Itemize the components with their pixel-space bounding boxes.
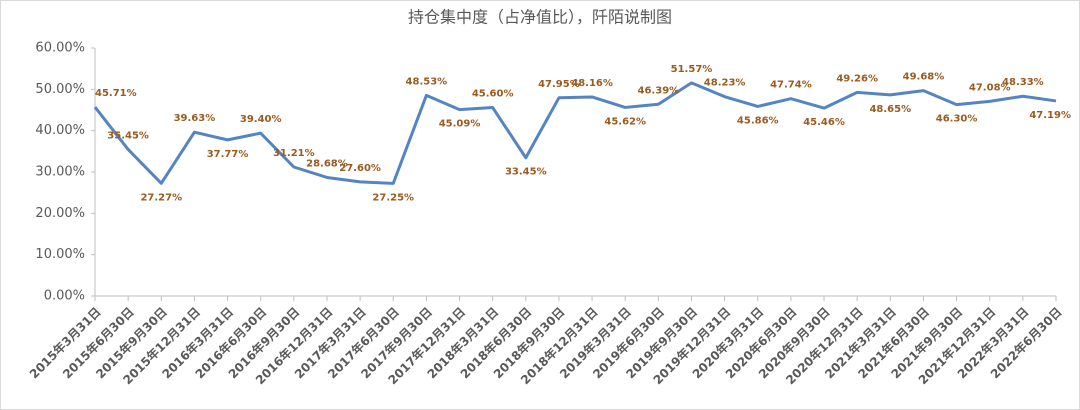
data-label: 39.40% [240,114,282,125]
data-label: 51.57% [671,64,713,75]
data-label: 45.71% [95,88,137,99]
data-label: 46.39% [638,85,680,96]
data-label: 48.23% [704,78,746,89]
data-label: 47.95% [538,79,580,90]
y-tick-label: 50.00% [35,82,85,97]
data-label: 27.25% [372,192,414,203]
data-label: 47.74% [770,80,812,91]
data-label: 45.60% [472,89,514,100]
data-label: 46.30% [936,114,978,125]
chart-title: 持仓集中度（占净值比），阡陌说制图 [408,8,672,27]
data-label: 48.53% [406,76,448,87]
data-label: 37.77% [207,149,249,160]
data-label: 31.21% [273,148,315,159]
data-label: 47.19% [1029,110,1071,121]
data-label: 27.60% [339,163,381,174]
data-label: 45.09% [439,119,481,130]
data-label: 49.26% [836,73,878,84]
data-label: 48.16% [571,78,613,89]
data-label: 48.65% [869,104,911,115]
data-label: 33.45% [505,167,547,178]
y-tick-label: 30.00% [35,165,85,180]
data-line [93,81,1057,185]
data-label: 27.27% [140,192,182,203]
data-label: 28.68% [306,158,348,169]
data-label: 48.33% [1002,77,1044,88]
y-tick-label: 40.00% [35,123,85,138]
data-label: 35.45% [107,130,149,141]
data-label: 47.08% [969,82,1011,93]
data-label: 45.62% [604,116,646,127]
y-tick-label: 0.00% [44,289,85,304]
data-label: 39.63% [174,113,216,124]
data-label: 45.86% [737,115,779,126]
data-label: 49.68% [903,72,945,83]
y-tick-label: 20.00% [35,206,85,221]
y-tick-label: 60.00% [35,41,85,56]
y-tick-label: 10.00% [35,247,85,262]
data-label: 45.46% [803,117,845,128]
